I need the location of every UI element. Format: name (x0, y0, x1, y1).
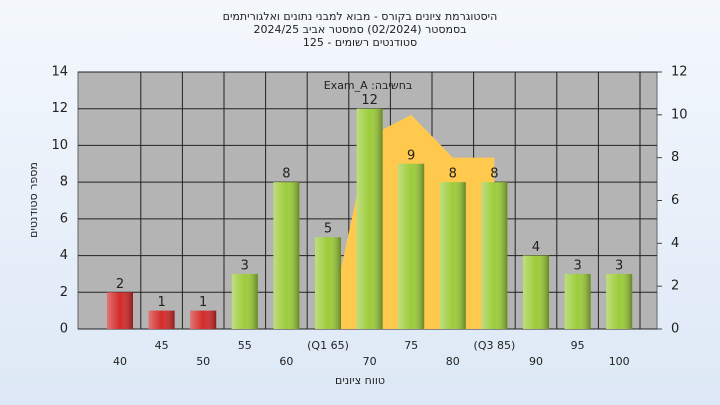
data-label: 3 (573, 258, 581, 273)
y2-tick-label: 12 (671, 65, 688, 80)
x-tick-label: 95 (571, 339, 585, 352)
x-tick-label: 100 (609, 355, 630, 368)
x-axis-label: טווח ציונים (335, 374, 385, 387)
y2-tick-label: 2 (671, 279, 679, 294)
data-label: 2 (116, 277, 124, 292)
y2-tick-label: 10 (671, 107, 688, 122)
y-tick-label: 14 (51, 65, 68, 80)
data-label: 3 (241, 258, 249, 273)
x-tick-label: 80 (446, 355, 460, 368)
x-tick-label: 90 (529, 355, 543, 368)
y-tick-label: 4 (60, 248, 68, 263)
y-tick-label: 2 (60, 285, 68, 300)
legend-label: Exam_A :בחשיבה (324, 79, 413, 92)
y2-tick-label: 0 (671, 322, 679, 337)
x-tick-label: (Q3 85) (474, 339, 516, 352)
data-label: 5 (324, 222, 332, 237)
bar-shade (315, 237, 341, 329)
y2-tick-label: 8 (671, 150, 679, 165)
x-tick-label: 40 (113, 355, 127, 368)
y-tick-label: 6 (60, 211, 68, 226)
y-tick-label: 12 (51, 101, 68, 116)
bar-shade (231, 273, 258, 329)
data-label: 1 (157, 295, 165, 310)
x-tick-label: 60 (279, 355, 293, 368)
bar-shade (356, 108, 383, 329)
data-label: 4 (532, 240, 540, 255)
chart-title: סטודנטים רשומים - 125 (303, 36, 417, 49)
x-tick-label: 50 (196, 355, 210, 368)
data-label: 8 (490, 167, 498, 182)
data-label: 8 (449, 167, 457, 182)
bar-shade (564, 273, 591, 329)
chart-title: היסטוגרמת ציונים בקורס - מבוא למבני נתונ… (223, 10, 498, 23)
bar-shade (439, 182, 466, 329)
x-tick-label: 70 (363, 355, 377, 368)
y-tick-label: 8 (60, 175, 68, 190)
bar-shade (107, 292, 133, 329)
y-axis-label: מספר סטודנטים (27, 162, 40, 238)
data-label: 3 (615, 258, 623, 273)
y2-tick-label: 4 (671, 236, 679, 251)
y-tick-label: 0 (60, 322, 68, 337)
y-tick-label: 10 (51, 138, 68, 153)
bar-shade (273, 182, 300, 329)
x-tick-label: 55 (238, 339, 252, 352)
x-tick-label: 75 (404, 339, 418, 352)
bar-shade (481, 182, 508, 329)
bar-shade (606, 273, 633, 329)
y2-tick-label: 6 (671, 193, 679, 208)
data-label: 1 (199, 295, 207, 310)
data-label: 8 (282, 167, 290, 182)
data-label: 12 (361, 93, 378, 108)
chart-title: בסמסטר (02/2024) סמסטר אביב 2024/25 (253, 23, 466, 36)
bar-shade (523, 255, 549, 329)
bar-shade (190, 310, 217, 329)
x-tick-label: 45 (155, 339, 169, 352)
data-label: 9 (407, 148, 415, 163)
bar-shade (398, 163, 425, 329)
bar-shade (148, 310, 175, 329)
x-tick-label: (Q1 65) (307, 339, 349, 352)
